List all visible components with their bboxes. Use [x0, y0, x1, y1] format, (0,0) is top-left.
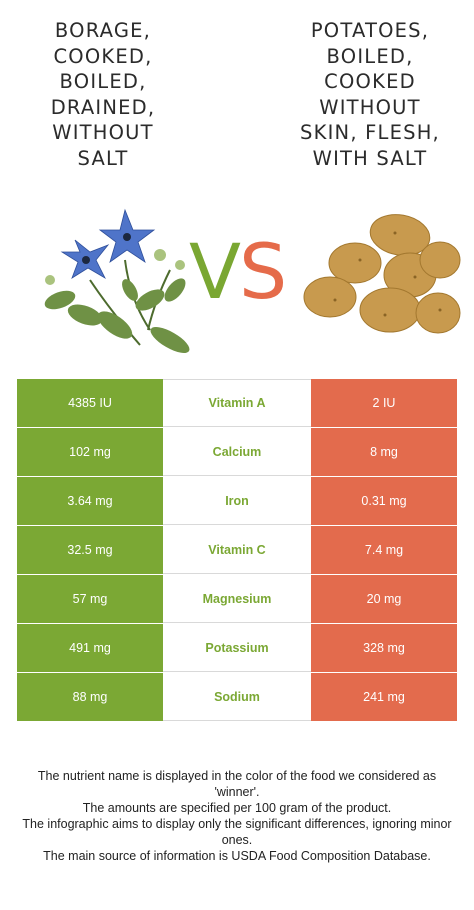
vs-v: V: [189, 227, 241, 316]
nutrient-name: Potassium: [163, 624, 311, 672]
borage-flower-image: [44, 208, 190, 353]
footnote: The nutrient name is displayed in the co…: [15, 768, 459, 864]
footnote-line: The infographic aims to display only the…: [22, 817, 452, 847]
table-row: 3.64 mg Iron 0.31 mg: [17, 477, 457, 526]
versus-label: VS: [189, 232, 287, 312]
right-value: 241 mg: [311, 673, 457, 721]
table-row: 4385 IU Vitamin A 2 IU: [17, 379, 457, 428]
footnote-line: The amounts are specified per 100 gram o…: [82, 801, 392, 815]
right-value: 2 IU: [311, 379, 457, 427]
potatoes-image: [303, 214, 461, 334]
nutrient-name: Calcium: [163, 428, 311, 476]
left-value: 57 mg: [17, 575, 163, 623]
right-value: 7.4 mg: [311, 526, 457, 574]
right-value: 20 mg: [311, 575, 457, 623]
footnote-line: The main source of information is USDA F…: [43, 849, 431, 863]
nutrient-name: Iron: [163, 477, 311, 525]
left-value: 102 mg: [17, 428, 163, 476]
table-row: 491 mg Potassium 328 mg: [17, 624, 457, 673]
vs-s: S: [239, 227, 287, 316]
left-value: 3.64 mg: [17, 477, 163, 525]
right-value: 8 mg: [311, 428, 457, 476]
nutrient-name: Vitamin C: [163, 526, 311, 574]
right-value: 328 mg: [311, 624, 457, 672]
table-row: 88 mg Sodium 241 mg: [17, 673, 457, 722]
right-food-title: Potatoes, boiled, cooked without skin, f…: [300, 19, 440, 170]
left-value: 88 mg: [17, 673, 163, 721]
table-row: 102 mg Calcium 8 mg: [17, 428, 457, 477]
left-value: 32.5 mg: [17, 526, 163, 574]
table-row: 57 mg Magnesium 20 mg: [17, 575, 457, 624]
left-food-title: Borage, cooked, boiled, drained, without…: [50, 19, 156, 170]
footnote-line: The nutrient name is displayed in the co…: [37, 769, 437, 799]
left-value: 4385 IU: [17, 379, 163, 427]
right-value: 0.31 mg: [311, 477, 457, 525]
nutrient-name: Magnesium: [163, 575, 311, 623]
table-row: 32.5 mg Vitamin C 7.4 mg: [17, 526, 457, 575]
nutrient-name: Sodium: [163, 673, 311, 721]
nutrient-name: Vitamin A: [163, 379, 311, 427]
nutrient-comparison-table: 4385 IU Vitamin A 2 IU 102 mg Calcium 8 …: [17, 379, 457, 722]
left-value: 491 mg: [17, 624, 163, 672]
